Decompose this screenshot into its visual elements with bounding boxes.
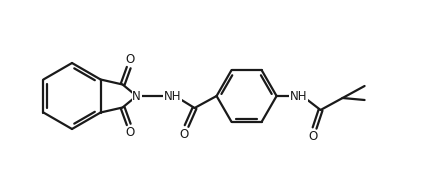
Text: O: O (125, 53, 134, 66)
Text: NH: NH (164, 90, 181, 103)
Text: NH: NH (290, 90, 307, 103)
Text: O: O (179, 128, 188, 141)
Text: O: O (308, 129, 317, 142)
Text: O: O (125, 126, 134, 139)
Text: N: N (132, 90, 141, 103)
